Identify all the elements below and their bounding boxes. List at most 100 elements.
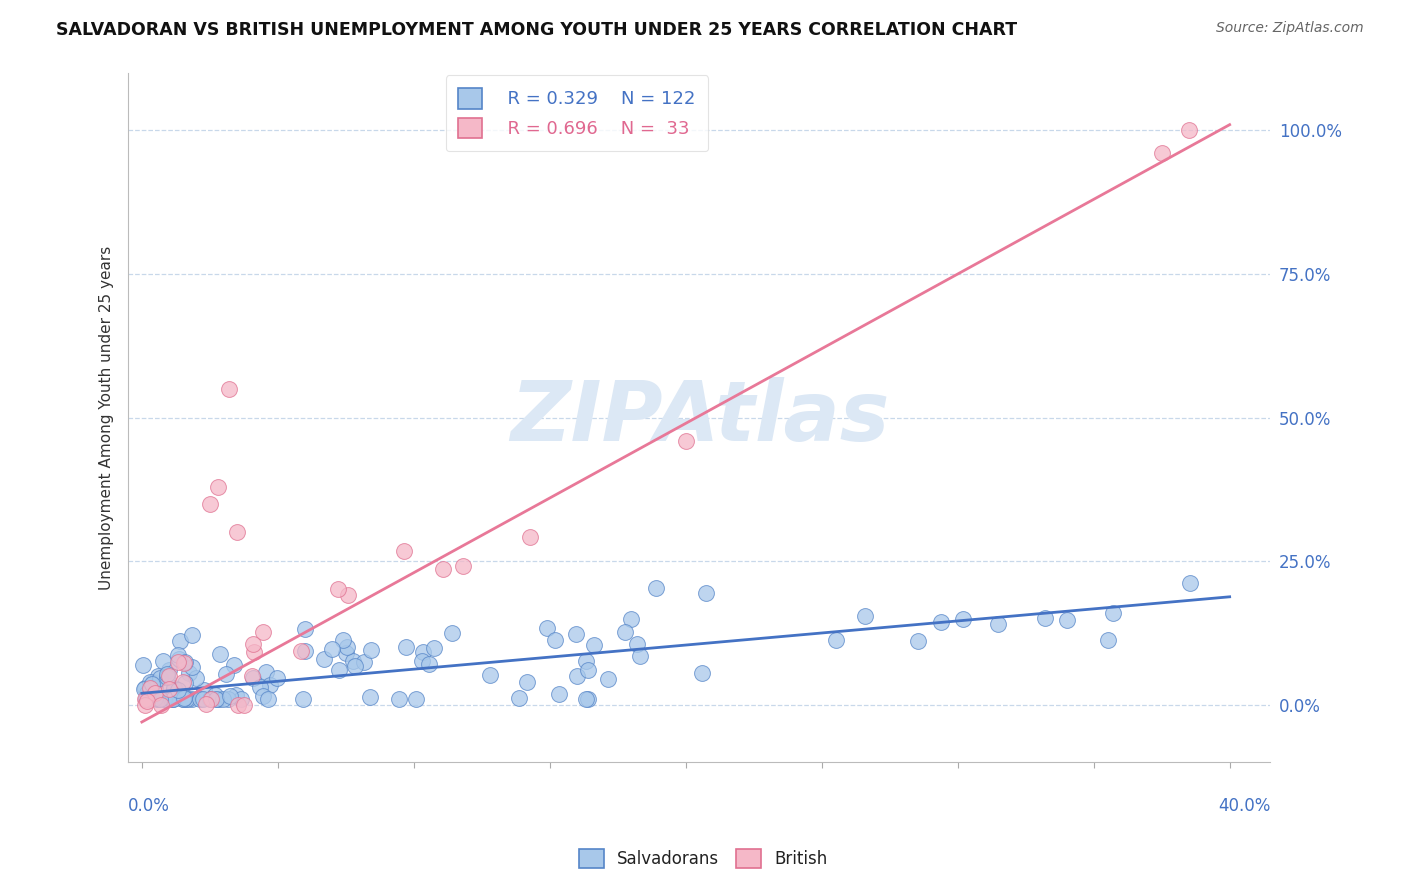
Point (174, 692, 197, 706)
Point (146, 669, 169, 683)
Point (132, 682, 155, 697)
Point (321, 642, 343, 657)
Point (149, 692, 172, 706)
Point (135, 692, 157, 706)
Point (394, 640, 416, 654)
Point (172, 692, 194, 706)
Point (145, 690, 167, 705)
Point (336, 640, 359, 655)
Point (453, 559, 475, 574)
Point (174, 655, 197, 669)
Point (360, 643, 382, 657)
Point (136, 693, 159, 707)
Point (134, 681, 156, 695)
Point (172, 692, 194, 706)
Point (242, 636, 264, 650)
Point (149, 671, 172, 685)
Point (153, 692, 176, 706)
Point (598, 672, 620, 686)
Legend:   R = 0.329    N = 122,   R = 0.696    N =  33: R = 0.329 N = 122, R = 0.696 N = 33 (446, 75, 709, 151)
Legend: Salvadorans, British: Salvadorans, British (572, 843, 834, 875)
Point (675, 434, 697, 448)
Point (188, 692, 211, 706)
Point (294, 644, 316, 658)
Point (215, 667, 238, 681)
Point (576, 692, 599, 706)
Point (233, 698, 256, 712)
Point (388, 692, 411, 706)
Point (254, 665, 277, 679)
Point (172, 674, 194, 689)
Point (204, 688, 226, 702)
Point (208, 692, 231, 706)
Point (138, 692, 160, 706)
Point (191, 692, 214, 706)
Point (226, 525, 249, 540)
Point (242, 645, 264, 659)
Point (160, 692, 183, 706)
Point (181, 692, 204, 706)
Point (519, 530, 541, 544)
Point (987, 616, 1010, 631)
Point (516, 675, 538, 690)
Point (536, 621, 558, 635)
Point (690, 666, 713, 681)
Point (142, 674, 165, 689)
Point (162, 692, 184, 706)
Point (257, 692, 280, 706)
Point (411, 654, 433, 668)
Point (145, 686, 167, 700)
Point (167, 648, 190, 663)
Point (222, 658, 245, 673)
Point (231, 692, 253, 706)
Point (1097, 633, 1119, 648)
Point (567, 669, 589, 683)
Point (259, 677, 281, 691)
Point (353, 656, 375, 670)
Point (619, 612, 641, 626)
Point (252, 625, 274, 640)
Point (575, 692, 598, 706)
Point (252, 690, 274, 704)
Point (181, 628, 204, 642)
Point (1102, 606, 1125, 620)
Point (207, 479, 229, 493)
Point (626, 637, 648, 651)
Point (405, 692, 427, 706)
Point (336, 588, 359, 602)
Point (194, 697, 217, 711)
Point (157, 669, 180, 683)
Point (432, 562, 454, 576)
Point (423, 641, 446, 656)
Point (132, 658, 155, 673)
Point (152, 654, 174, 668)
Point (412, 645, 434, 659)
Point (359, 690, 381, 704)
Point (153, 692, 176, 706)
Point (139, 674, 162, 689)
Point (543, 632, 565, 647)
Point (135, 692, 157, 706)
Point (249, 680, 271, 694)
Point (173, 690, 195, 705)
Point (392, 544, 415, 558)
Point (225, 689, 247, 703)
Point (242, 671, 264, 685)
Point (1033, 611, 1056, 625)
Text: ZIPAtlas: ZIPAtlas (509, 377, 889, 458)
Point (575, 654, 598, 668)
Point (290, 644, 312, 658)
Point (141, 677, 163, 691)
Text: 40.0%: 40.0% (1218, 797, 1271, 814)
Point (929, 615, 952, 629)
Point (583, 638, 606, 652)
Point (152, 681, 174, 695)
Point (169, 633, 191, 648)
Point (418, 657, 440, 671)
Point (576, 663, 599, 677)
Point (162, 692, 184, 706)
Point (335, 646, 357, 660)
Point (1150, 146, 1173, 161)
Point (193, 682, 215, 697)
Point (548, 687, 571, 701)
